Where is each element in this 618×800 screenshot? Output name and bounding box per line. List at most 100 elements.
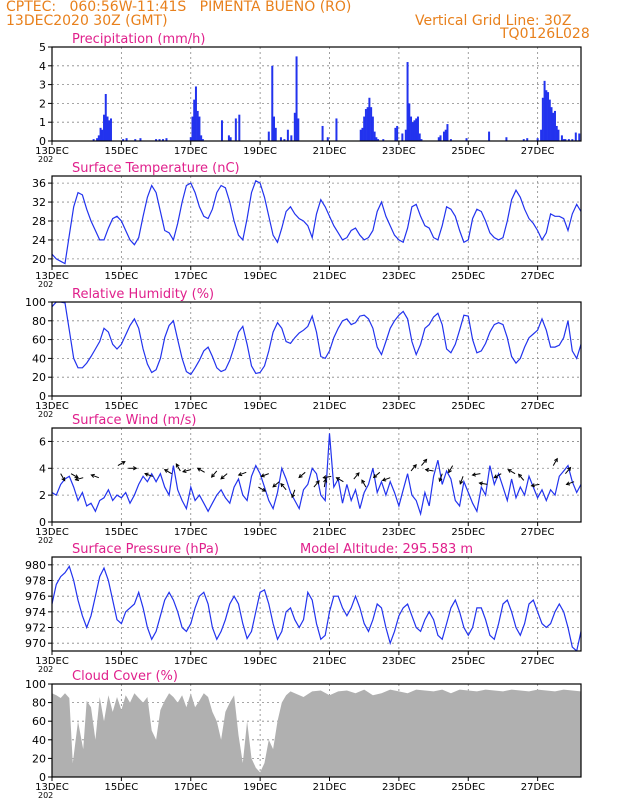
panel-frame — [51, 556, 582, 652]
wind-arrow — [128, 466, 138, 471]
wind-arrow-shaft — [421, 459, 427, 466]
precip-bar — [106, 116, 109, 141]
wind-arrow — [175, 463, 181, 472]
y-tick-label: 24 — [32, 234, 46, 247]
wind-arrow-shaft — [70, 473, 79, 479]
wind-arrow — [70, 473, 79, 479]
precip-bar — [522, 139, 525, 141]
precip-bar — [567, 139, 570, 141]
wind-arrow-shaft — [353, 472, 360, 480]
precip-bar — [560, 135, 563, 141]
precip-bar — [396, 125, 399, 141]
wind-arrow-head — [517, 473, 523, 478]
wind-arrow-shaft — [60, 473, 66, 481]
precip-bar — [415, 118, 418, 141]
wind-arrow-head — [298, 474, 303, 479]
wind-arrow-shaft — [361, 479, 367, 488]
wind-arrow — [60, 473, 66, 482]
x-tick-label: 17DEC — [174, 401, 208, 412]
precip-bar — [366, 107, 369, 141]
precip-bar — [279, 137, 282, 141]
wind-arrow — [196, 467, 205, 473]
wind-arrow — [421, 458, 428, 466]
panel-frame — [51, 427, 582, 523]
precip-bar — [193, 99, 196, 141]
x-tick-label: 15DEC — [105, 782, 139, 793]
precip-bar — [377, 139, 380, 141]
wind-arrow-shaft — [336, 477, 344, 483]
precip-bar — [103, 114, 106, 141]
wind-arrow-shaft — [552, 458, 558, 466]
y-tick-label: 3 — [39, 79, 46, 92]
wind-arrow-head — [412, 464, 417, 469]
series-line — [52, 565, 581, 651]
y-tick-label: 0 — [39, 771, 46, 784]
precip-bar — [364, 109, 367, 141]
y-tick-label: 972 — [25, 622, 46, 635]
precip-bar — [526, 138, 529, 141]
wind-arrow-head — [381, 477, 387, 482]
y-tick-label: 978 — [25, 575, 46, 588]
panel-2: 20 24 28 32 36 13DEC 15DEC 17DEC 19DEC 21DEC 23DEC… — [32, 161, 582, 289]
x-year-label: 202 — [38, 536, 53, 545]
precip-bar — [547, 92, 550, 141]
precip-bar — [550, 107, 553, 141]
wind-arrow-head — [182, 468, 187, 474]
panel-title: Surface Wind (m/s) — [72, 413, 196, 428]
precip-bar — [571, 139, 574, 141]
x-tick-label: 13DEC — [35, 656, 69, 667]
y-tick-label: 60 — [32, 334, 46, 347]
x-tick-label: 21DEC — [313, 401, 347, 412]
wind-arrow — [372, 471, 381, 479]
wind-arrow-head — [315, 480, 320, 485]
wind-arrow — [237, 471, 247, 477]
precip-bar — [420, 139, 423, 141]
panel-annotation: Model Altitude: 295.583 m — [300, 542, 473, 557]
wind-arrow-head — [133, 466, 138, 471]
wind-arrow-head — [280, 482, 285, 488]
precip-bar — [189, 137, 192, 141]
x-tick-label: 25DEC — [451, 146, 485, 157]
precip-bar — [200, 135, 203, 141]
wind-arrow-head — [565, 481, 571, 486]
precip-bar — [326, 137, 329, 141]
y-tick-label: 20 — [32, 253, 46, 266]
wind-arrow-shaft — [531, 483, 540, 487]
wind-arrow — [323, 478, 328, 488]
precip-bar — [122, 139, 125, 141]
wind-arrow-shaft — [197, 467, 205, 473]
wind-arrow — [471, 472, 481, 477]
wind-arrow-shaft — [238, 471, 247, 476]
precip-bar — [321, 125, 324, 141]
x-tick-label: 17DEC — [174, 656, 208, 667]
precip-bar — [155, 139, 158, 141]
series-line — [52, 433, 581, 517]
x-tick-label: 25DEC — [451, 527, 485, 538]
precip-bar — [359, 129, 362, 141]
panel-frame — [51, 683, 582, 778]
precip-bar — [371, 116, 374, 141]
x-tick-label: 23DEC — [382, 782, 416, 793]
wind-arrow — [322, 475, 332, 480]
wind-arrow — [424, 467, 434, 473]
wind-arrow-head — [210, 473, 216, 478]
precip-bar — [488, 131, 491, 141]
x-tick-label: 13DEC — [35, 146, 69, 157]
x-tick-label: 21DEC — [313, 146, 347, 157]
wind-arrow-head — [196, 467, 202, 472]
precip-bar — [297, 118, 300, 141]
wind-arrow-shaft — [425, 469, 434, 472]
x-tick-label: 25DEC — [451, 271, 485, 282]
y-tick-label: 976 — [25, 590, 46, 603]
wind-arrow-head — [448, 469, 452, 474]
precip-bar — [99, 127, 102, 141]
y-tick-label: 28 — [32, 215, 46, 228]
wind-arrow-shaft — [410, 464, 417, 472]
precip-bar — [96, 138, 99, 141]
wind-arrow-head — [567, 466, 572, 472]
wind-arrow-shaft — [472, 473, 481, 476]
series-line — [52, 179, 581, 265]
header-model-id: TQ0126L028 — [500, 26, 590, 42]
wind-arrow — [517, 473, 525, 481]
precip-bar — [375, 137, 378, 141]
